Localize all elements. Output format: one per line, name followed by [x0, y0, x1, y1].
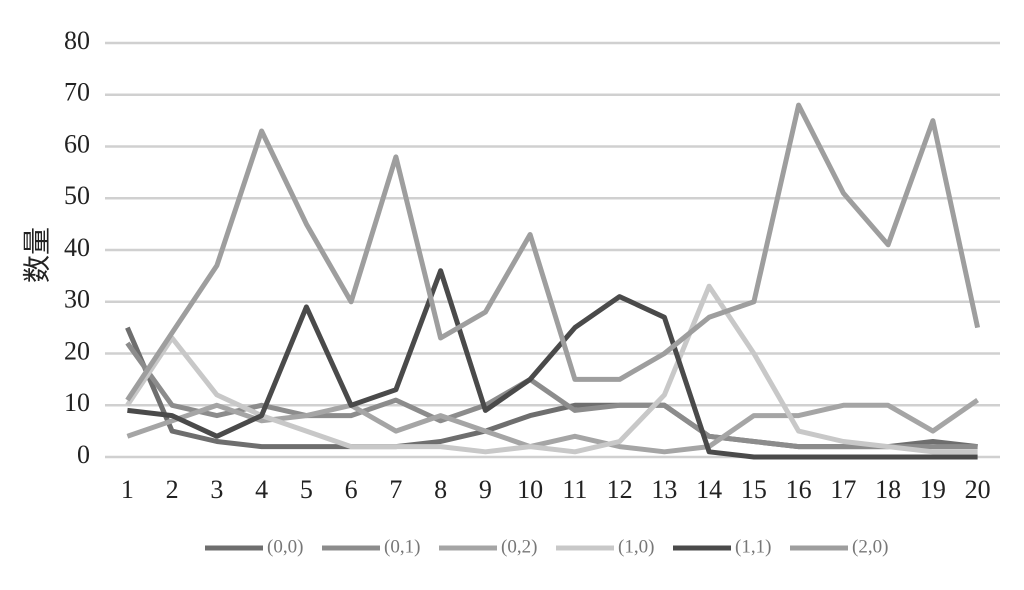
x-tick-label: 14 — [696, 475, 722, 504]
y-tick-label: 70 — [64, 78, 90, 107]
legend-label: (0,2) — [501, 536, 537, 557]
legend-label: (2,0) — [852, 536, 888, 557]
y-tick-label: 50 — [64, 181, 90, 210]
y-tick-label: 10 — [64, 388, 90, 417]
x-tick-label: 4 — [255, 475, 268, 504]
x-tick-label: 6 — [345, 475, 358, 504]
x-tick-label: 3 — [210, 475, 223, 504]
x-tick-label: 7 — [389, 475, 402, 504]
x-tick-label: 2 — [166, 475, 179, 504]
series-line — [127, 268, 978, 460]
x-tick-label: 16 — [786, 475, 812, 504]
legend-label: (1,1) — [735, 536, 771, 557]
x-tick-label: 10 — [517, 475, 543, 504]
x-tick-label: 15 — [741, 475, 767, 504]
x-tick-label: 18 — [875, 475, 901, 504]
y-tick-label: 40 — [64, 233, 90, 262]
y-tick-label: 80 — [64, 26, 90, 55]
x-tick-label: 12 — [607, 475, 633, 504]
x-tick-label: 20 — [965, 475, 991, 504]
x-tick-label: 11 — [562, 475, 587, 504]
y-tick-label: 60 — [64, 129, 90, 158]
series-line — [125, 102, 981, 402]
x-tick-label: 1 — [121, 475, 134, 504]
y-tick-label: 20 — [64, 336, 90, 365]
x-tick-label: 13 — [651, 475, 677, 504]
legend-label: (0,0) — [267, 536, 303, 557]
legend-label: (1,0) — [618, 536, 654, 557]
y-tick-label: 30 — [64, 285, 90, 314]
series-line — [125, 326, 978, 450]
series-line — [125, 283, 978, 455]
x-tick-label: 19 — [920, 475, 946, 504]
x-tick-label: 8 — [434, 475, 447, 504]
y-axis-label: 数量 — [21, 227, 53, 283]
x-tick-label: 9 — [479, 475, 492, 504]
x-tick-label: 5 — [300, 475, 313, 504]
x-tick-label: 17 — [830, 475, 856, 504]
series-line — [125, 341, 978, 450]
legend-label: (0,1) — [384, 536, 420, 557]
y-tick-label: 0 — [77, 440, 90, 469]
